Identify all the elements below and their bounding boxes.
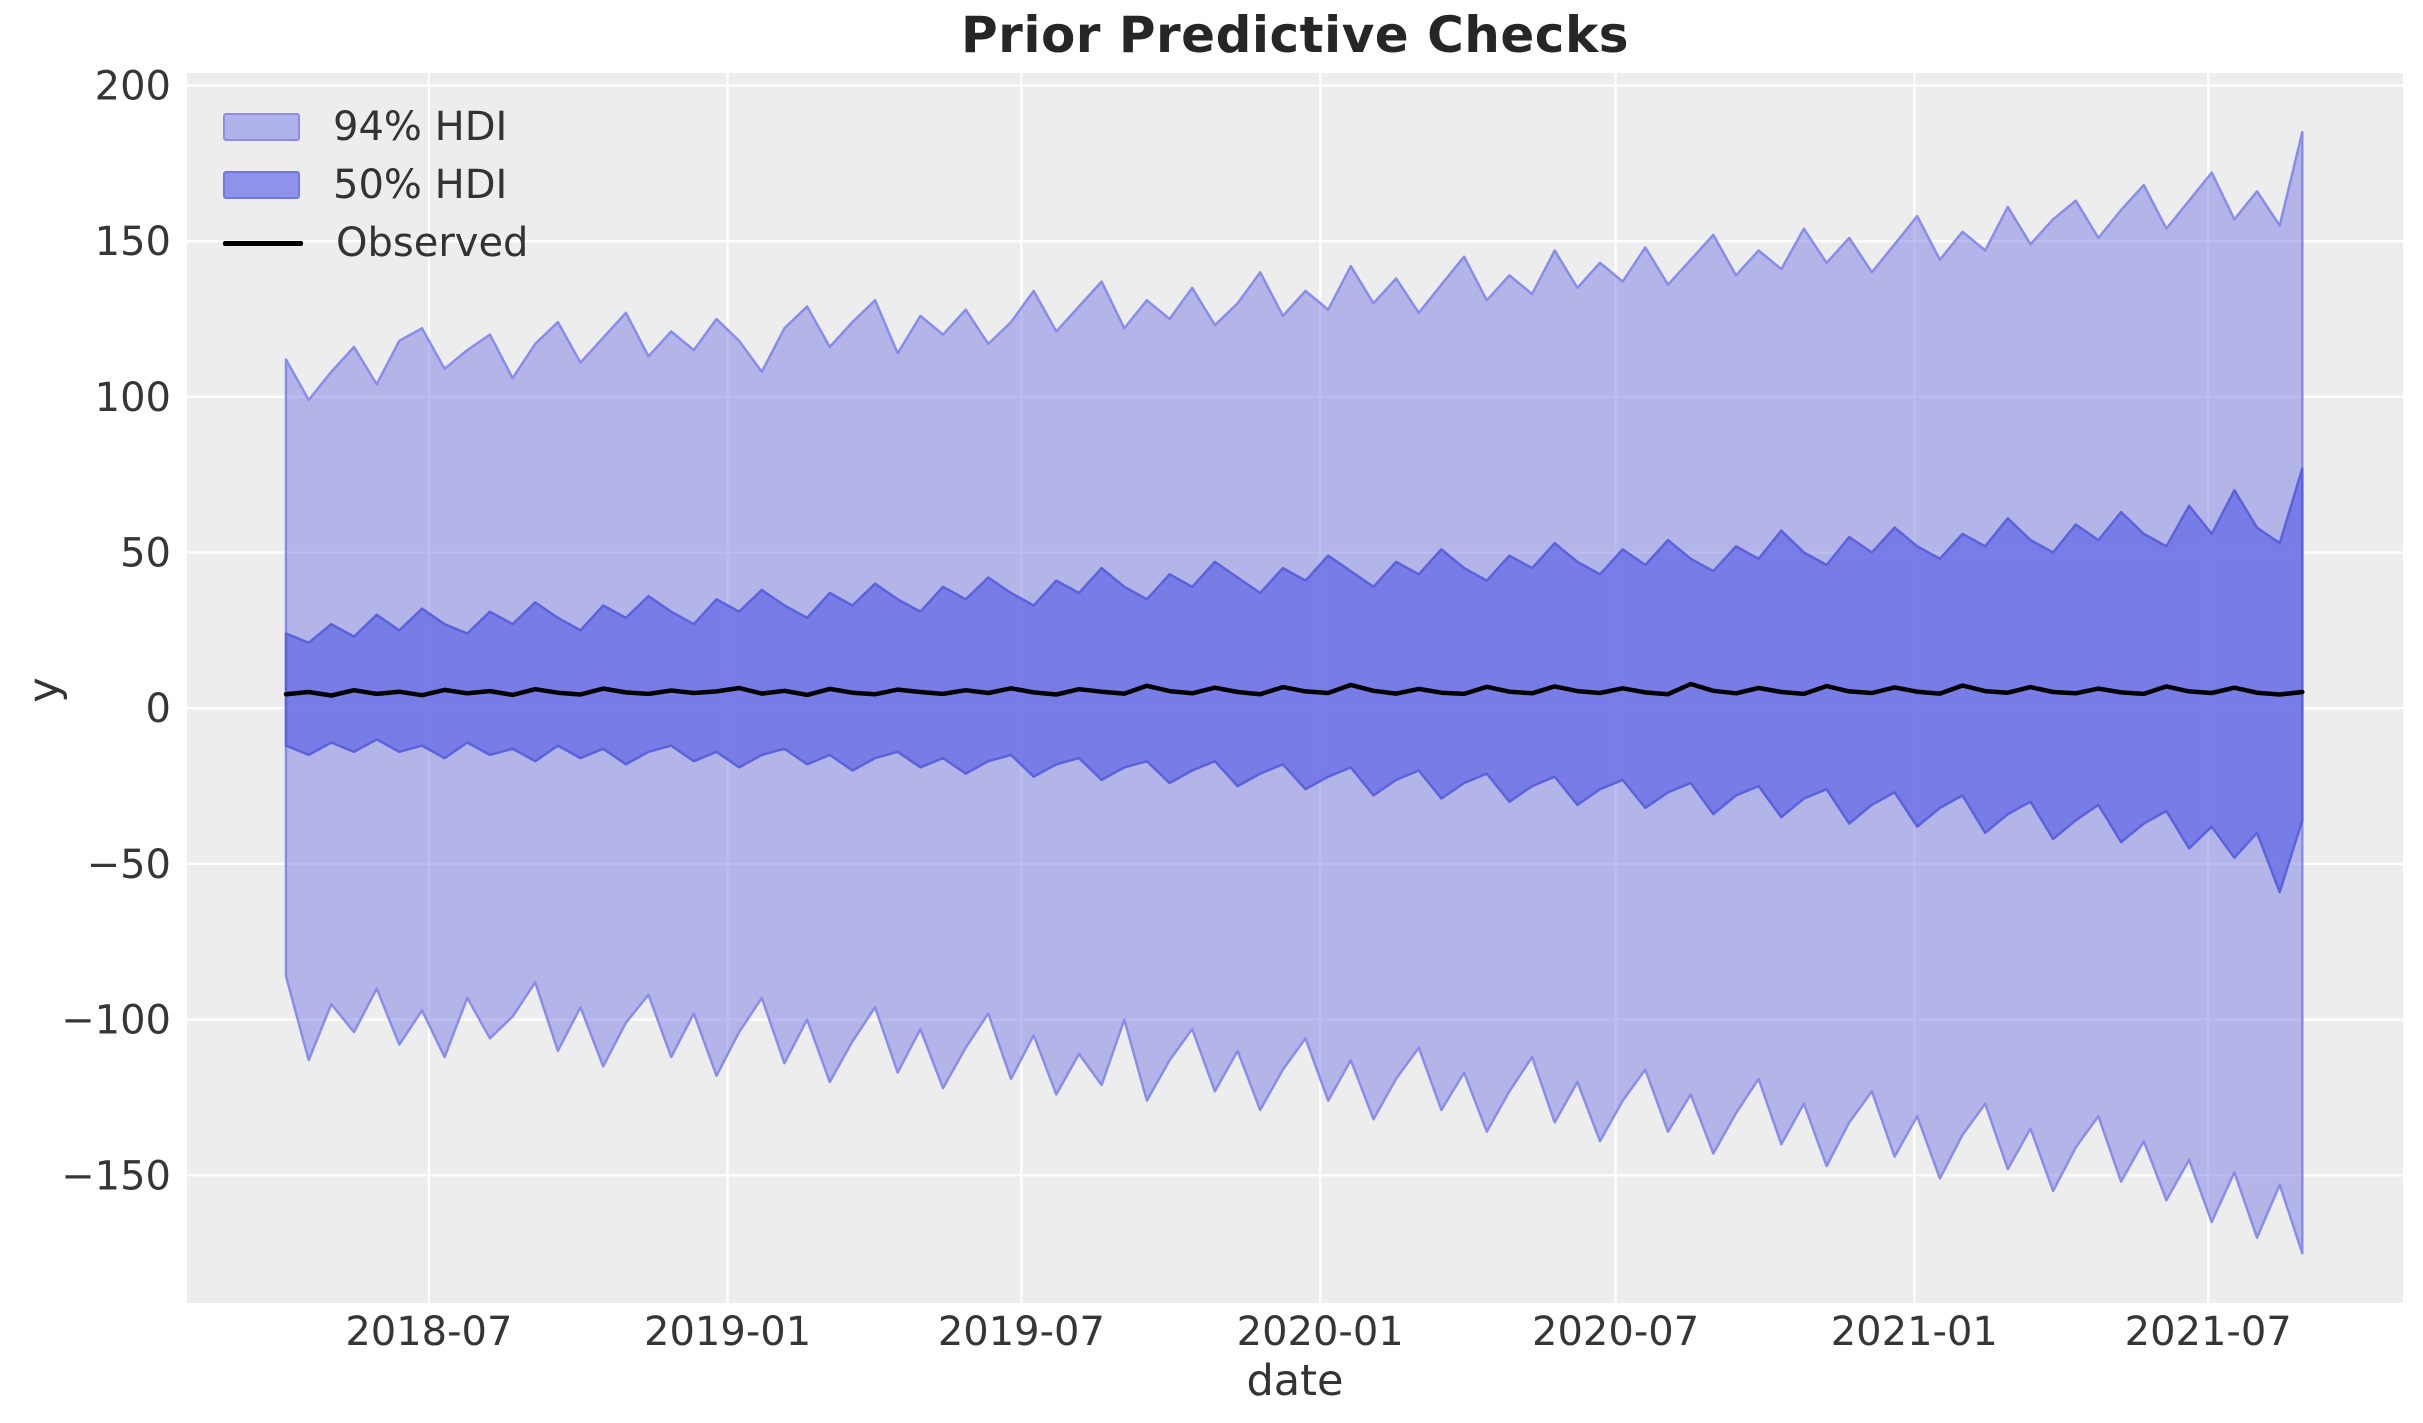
chart-title: Prior Predictive Checks bbox=[961, 6, 1629, 64]
y-tick-label: −150 bbox=[61, 1153, 171, 1199]
y-axis-label: y bbox=[19, 677, 69, 703]
y-tick-label: −100 bbox=[61, 998, 171, 1044]
x-tick-label: 2020-01 bbox=[1237, 1309, 1404, 1355]
hdi94-swatch-icon bbox=[223, 113, 300, 141]
legend-item-50-hdi: 50% HDI bbox=[223, 156, 528, 214]
y-tick-label: 200 bbox=[95, 64, 171, 110]
y-tick-label: 0 bbox=[146, 686, 171, 732]
observed-line bbox=[283, 681, 2305, 698]
x-tick-label: 2019-07 bbox=[938, 1309, 1105, 1355]
y-tick-label: 100 bbox=[95, 375, 171, 421]
y-tick-label: −50 bbox=[87, 842, 171, 888]
x-tick-label: 2021-07 bbox=[2125, 1309, 2292, 1355]
hdi50-band bbox=[284, 467, 2304, 894]
legend: 94% HDI 50% HDI Observed bbox=[223, 98, 528, 272]
legend-label: 50% HDI bbox=[333, 162, 508, 208]
legend-label: 94% HDI bbox=[333, 104, 508, 150]
x-tick-label: 2019-01 bbox=[644, 1309, 811, 1355]
legend-item-observed: Observed bbox=[223, 214, 528, 272]
x-axis-label: date bbox=[1246, 1356, 1344, 1406]
hdi50-swatch-icon bbox=[223, 171, 300, 199]
legend-item-94-hdi: 94% HDI bbox=[223, 98, 528, 156]
y-tick-label: 150 bbox=[95, 219, 171, 265]
legend-label: Observed bbox=[336, 220, 529, 266]
x-tick-label: 2018-07 bbox=[345, 1309, 512, 1355]
y-tick-label: 50 bbox=[120, 531, 171, 577]
x-tick-label: 2020-07 bbox=[1532, 1309, 1699, 1355]
observed-line-swatch-icon bbox=[223, 240, 303, 246]
x-tick-label: 2021-01 bbox=[1831, 1309, 1998, 1355]
